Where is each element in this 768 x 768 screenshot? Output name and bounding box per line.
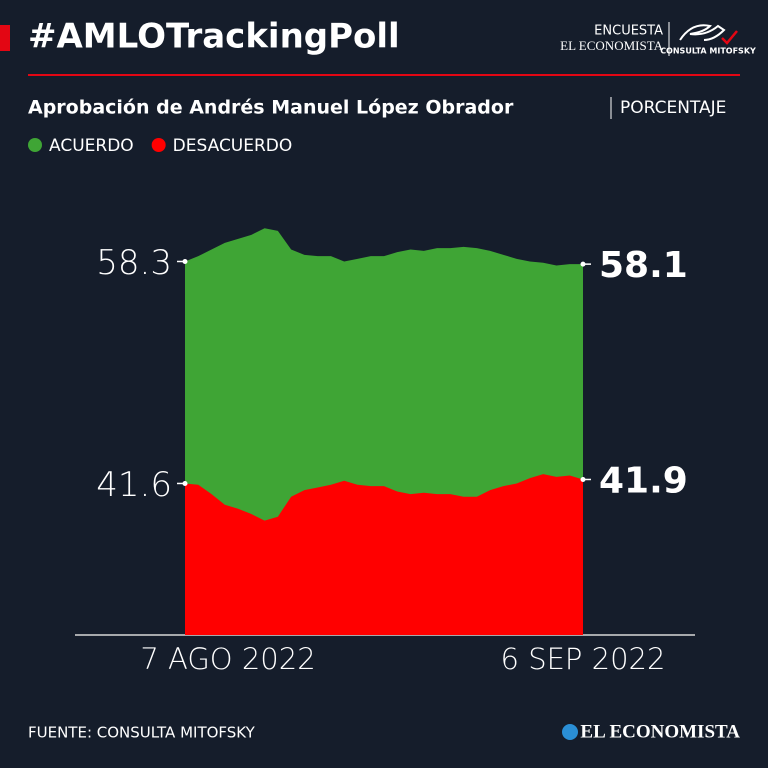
legend-swatch [151, 138, 166, 152]
legend-label: DESACUERDO [173, 136, 293, 156]
subtitle: Aprobación de Andrés Manuel López Obrado… [28, 97, 514, 119]
legend-label: ACUERDO [49, 136, 134, 156]
logo-top: ENCUESTA [594, 24, 663, 39]
logo-check [721, 30, 738, 45]
area [185, 474, 583, 635]
logo-middle: EL ECONOMISTA [560, 38, 663, 53]
logo-badge: CONSULTA MITOFSKY [660, 47, 756, 56]
end-dot [580, 261, 586, 267]
legend-swatch [28, 138, 42, 152]
end-dot [182, 258, 188, 264]
unit: PORCENTAJE [620, 98, 726, 118]
value-label: 58.1 [599, 245, 688, 286]
chart-title: #AMLOTrackingPoll [28, 17, 400, 57]
x-tick-label: 6 SEP 2022 [501, 642, 666, 676]
value-label: 58.3 [96, 243, 172, 283]
value-label: 41.6 [96, 465, 172, 505]
footer-brand: EL ECONOMISTA [580, 721, 740, 742]
source: FUENTE: CONSULTA MITOFSKY [28, 724, 256, 742]
x-tick-label: 7 AGO 2022 [140, 642, 315, 676]
end-dot [580, 476, 586, 482]
end-dot [182, 480, 188, 486]
footer-logo-icon [562, 724, 578, 740]
accent-block [0, 25, 10, 51]
value-label: 41.9 [599, 460, 688, 501]
logo-icon [679, 24, 726, 41]
